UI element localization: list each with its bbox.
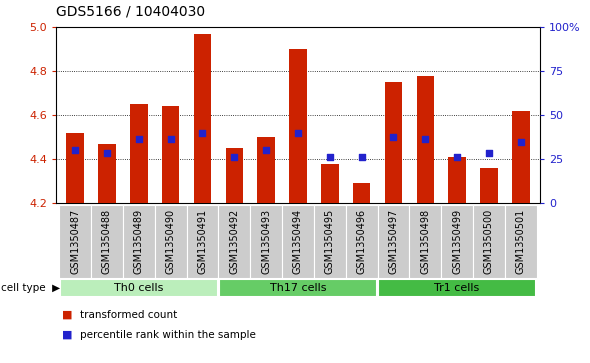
Text: GSM1350490: GSM1350490 [166,209,176,274]
FancyBboxPatch shape [378,205,409,278]
Bar [480,168,498,203]
Bar [321,164,339,203]
FancyBboxPatch shape [346,205,378,278]
FancyBboxPatch shape [219,280,377,297]
Point [70,147,80,153]
Text: GSM1350498: GSM1350498 [420,209,430,274]
Text: GSM1350488: GSM1350488 [102,209,112,274]
Point [516,139,526,144]
FancyBboxPatch shape [155,205,186,278]
FancyBboxPatch shape [186,205,218,278]
Bar [130,104,148,203]
Bar [162,106,179,203]
Text: GDS5166 / 10404030: GDS5166 / 10404030 [56,4,205,19]
Bar [67,133,84,203]
FancyBboxPatch shape [314,205,346,278]
FancyBboxPatch shape [218,205,250,278]
Text: Th0 cells: Th0 cells [114,283,163,293]
FancyBboxPatch shape [505,205,537,278]
Point [134,136,143,142]
Text: percentile rank within the sample: percentile rank within the sample [80,330,255,340]
FancyBboxPatch shape [60,280,218,297]
Point [198,130,207,136]
Text: GSM1350501: GSM1350501 [516,209,526,274]
Point [261,147,271,153]
Point [230,154,239,160]
Text: GSM1350491: GSM1350491 [198,209,208,274]
Text: ■: ■ [62,310,73,320]
FancyBboxPatch shape [91,205,123,278]
Text: Tr1 cells: Tr1 cells [434,283,480,293]
Point [484,150,494,156]
Point [293,130,303,136]
Point [357,154,366,160]
Bar [448,157,466,203]
FancyBboxPatch shape [441,205,473,278]
Text: GSM1350496: GSM1350496 [356,209,366,274]
Point [389,134,398,140]
Text: GSM1350495: GSM1350495 [324,209,335,274]
Bar [225,148,243,203]
FancyBboxPatch shape [282,205,314,278]
Text: GSM1350499: GSM1350499 [452,209,462,274]
Bar [512,111,529,203]
Text: ■: ■ [62,330,73,340]
Text: GSM1350493: GSM1350493 [261,209,271,274]
Text: GSM1350494: GSM1350494 [293,209,303,274]
Point [421,136,430,142]
Text: GSM1350489: GSM1350489 [134,209,144,274]
Bar [353,183,371,203]
Point [166,136,175,142]
Text: GSM1350497: GSM1350497 [388,209,398,274]
Text: GSM1350492: GSM1350492 [230,209,240,274]
FancyBboxPatch shape [59,205,91,278]
Text: transformed count: transformed count [80,310,177,320]
Bar [385,82,402,203]
FancyBboxPatch shape [409,205,441,278]
Bar [98,144,116,203]
FancyBboxPatch shape [473,205,505,278]
Bar [417,76,434,203]
Point [325,154,335,160]
Point [102,150,112,156]
Text: cell type  ▶: cell type ▶ [1,284,60,293]
Text: Th17 cells: Th17 cells [270,283,326,293]
FancyBboxPatch shape [250,205,282,278]
Bar [194,34,211,203]
Point [453,154,462,160]
Text: GSM1350487: GSM1350487 [70,209,80,274]
Bar [289,49,307,203]
FancyBboxPatch shape [378,280,536,297]
Bar [257,137,275,203]
FancyBboxPatch shape [123,205,155,278]
Text: GSM1350500: GSM1350500 [484,209,494,274]
